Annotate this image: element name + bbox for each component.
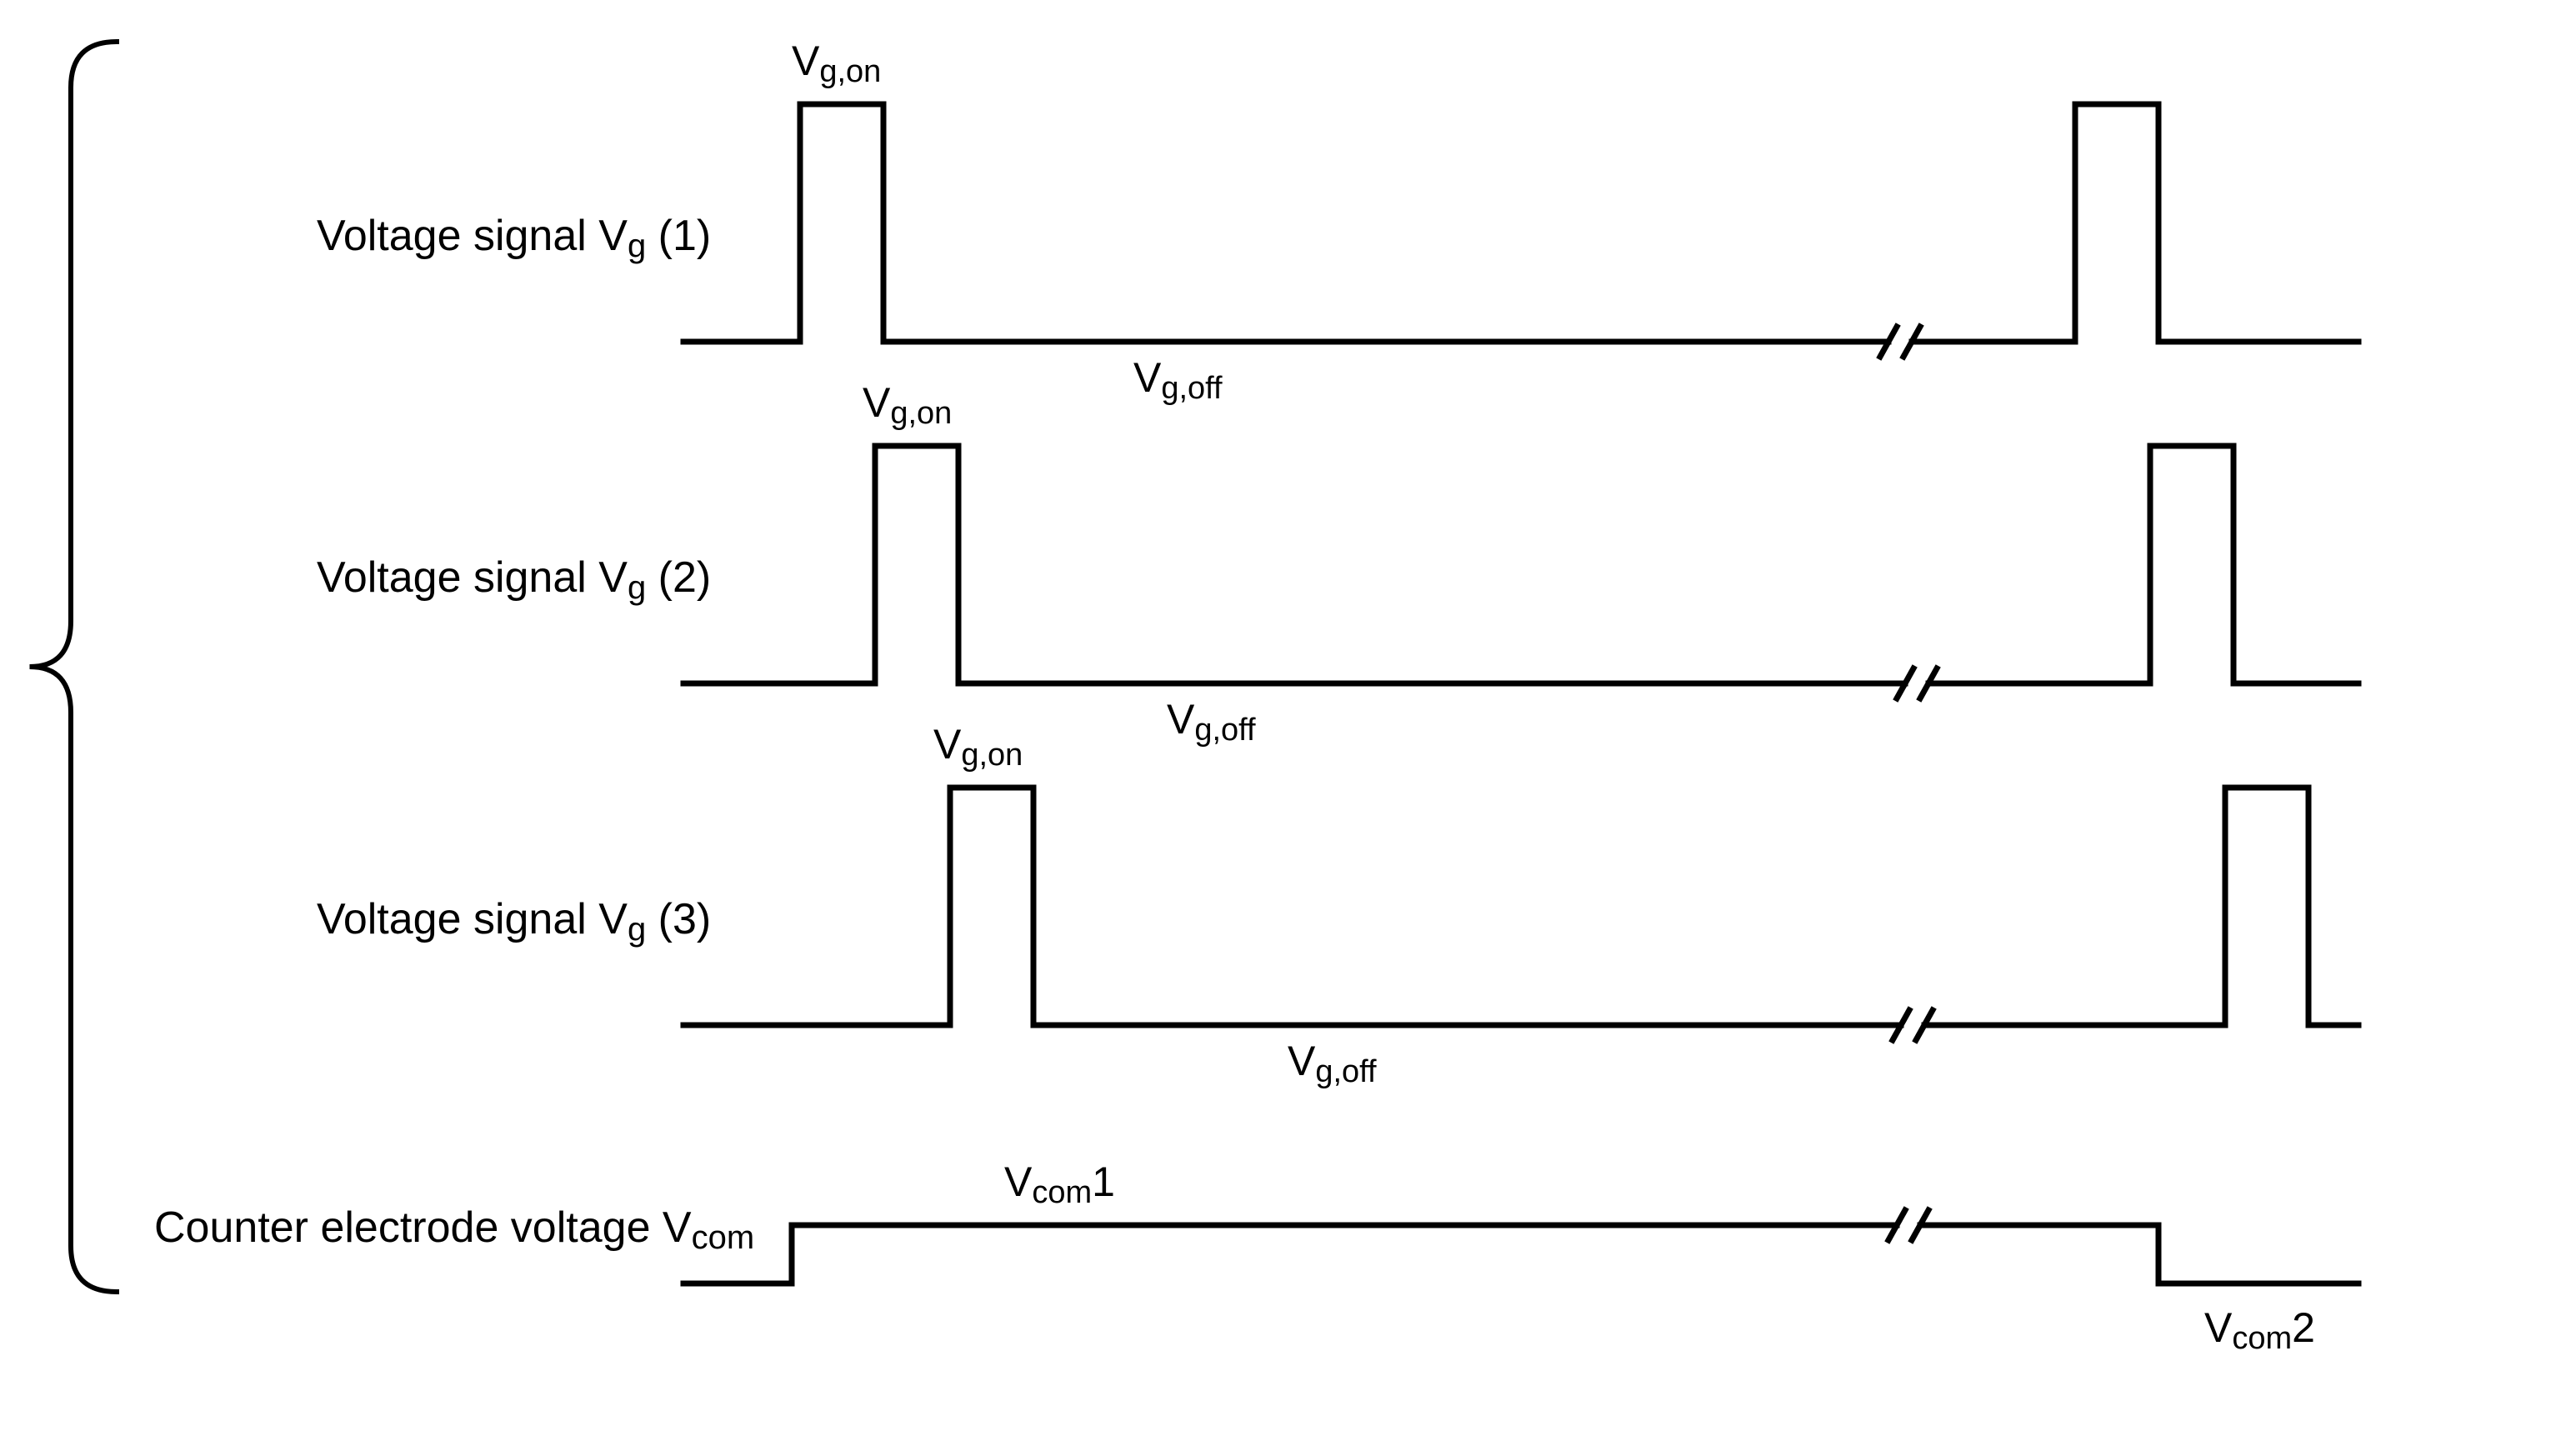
signal-vg1-label: Voltage signal Vg (1)	[317, 212, 711, 264]
signal-vg2-off-label: Vg,off	[1167, 696, 1256, 748]
timing-diagram: Voltage signal Vg (1)Vg,onVg,offVoltage …	[0, 0, 2576, 1441]
signal-vg2-label: Voltage signal Vg (2)	[317, 553, 711, 606]
timing-svg: Voltage signal Vg (1)Vg,onVg,offVoltage …	[0, 0, 2576, 1441]
signal-vcom-label: Counter electrode voltage Vcom	[154, 1203, 754, 1256]
signal-vg3-on-label: Vg,on	[933, 721, 1023, 773]
signal-vg3-off-label: Vg,off	[1288, 1038, 1377, 1089]
signal-vcom: Counter electrode voltage Vcom Vcom1 Vcom2	[154, 1158, 2358, 1356]
signal-vg2-on-label: Vg,on	[863, 379, 952, 431]
vcom-low-label: Vcom2	[2204, 1304, 2315, 1356]
signal-vg1: Voltage signal Vg (1) Vg,on Vg,off	[317, 38, 2358, 406]
signal-vg2: Voltage signal Vg (2) Vg,on Vg,off	[317, 379, 2358, 748]
group-brace	[30, 42, 118, 1292]
signal-vg3: Voltage signal Vg (3) Vg,on Vg,off	[317, 721, 2358, 1089]
signal-vg1-on-label: Vg,on	[792, 38, 881, 89]
signal-vg1-off-label: Vg,off	[1133, 354, 1223, 406]
vcom-high-label: Vcom1	[1004, 1158, 1115, 1210]
signal-vg3-label: Voltage signal Vg (3)	[317, 895, 711, 948]
